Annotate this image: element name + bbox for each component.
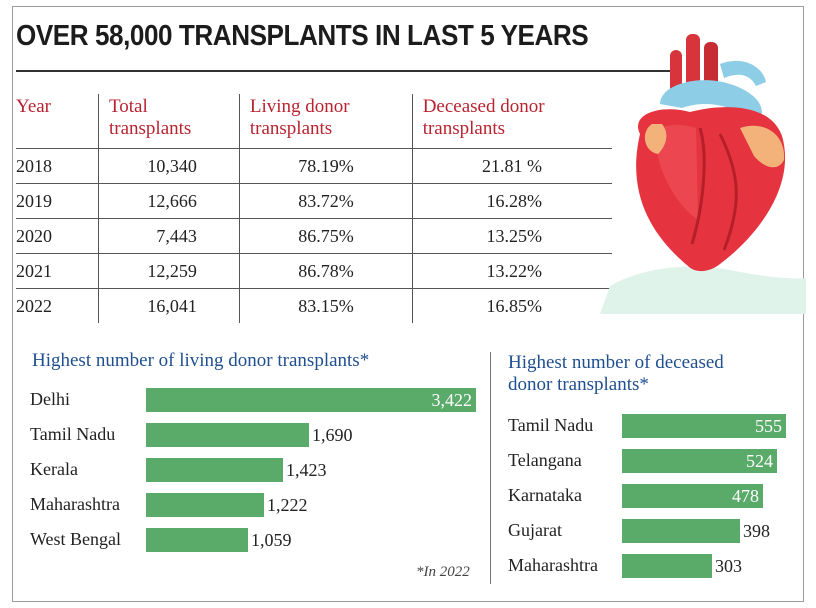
transplant-stats-table: Year Total transplants Living donor transpla…	[16, 94, 612, 323]
bar	[622, 484, 763, 508]
living-section-title: Highest number of living donor transplan…	[32, 350, 370, 371]
cell-deceased-pct: 13.22%	[411, 253, 612, 289]
cell-year: 2021	[16, 253, 99, 289]
bar-value-label: 1,059	[251, 530, 292, 550]
deceased-section-title-line1: Highest number of deceased	[508, 352, 724, 373]
header-year-line: Year	[16, 96, 52, 117]
cell-deceased-pct: 16.28%	[411, 183, 612, 219]
bar-category-label: Maharashtra	[30, 494, 120, 514]
bar-category-label: Maharashtra	[508, 555, 598, 575]
header-living: Living donor transplants	[238, 94, 413, 149]
cell-living-pct: 78.19%	[238, 148, 413, 184]
bar-value-label: 303	[715, 556, 742, 576]
table-row: 2019 12,666 83.72% 16.28%	[16, 183, 612, 219]
table-row: 2020 7,443 86.75% 13.25%	[16, 218, 612, 254]
bar	[146, 423, 309, 447]
cell-deceased-pct: 16.85%	[411, 288, 612, 323]
bar	[146, 528, 248, 552]
footnote: *In 2022	[416, 564, 470, 580]
cell-deceased-pct: 21.81 %	[411, 148, 612, 184]
bar	[622, 414, 786, 438]
section-divider	[490, 352, 491, 584]
bar	[622, 554, 712, 578]
title-divider	[16, 70, 676, 72]
table-row: 2018 10,340 78.19% 21.81 %	[16, 148, 612, 184]
bar-value-label: 1,690	[312, 425, 353, 445]
cell-total: 16,041	[98, 288, 240, 323]
page-title: OVER 58,000 TRANSPLANTS IN LAST 5 YEARS	[16, 20, 589, 52]
bar-category-label: Delhi	[30, 389, 70, 409]
bar	[622, 519, 740, 543]
bar-value-label: 3,422	[431, 390, 473, 410]
header-total-line: transplants	[109, 118, 192, 139]
header-deceased-line: Deceased donor	[422, 96, 545, 117]
header-living-line: transplants	[249, 118, 333, 139]
bar-value-label: 1,423	[286, 460, 327, 480]
header-deceased: Deceased donor transplants	[411, 94, 612, 149]
cell-living-pct: 86.78%	[238, 253, 413, 289]
cell-living-pct: 86.75%	[238, 218, 413, 254]
cell-deceased-pct: 13.25%	[411, 218, 612, 254]
bar-value-label: 524	[746, 451, 773, 471]
header-total: Total transplants	[98, 94, 240, 149]
deceased-section-title: Highest number of deceased donor transpl…	[508, 352, 724, 396]
bar	[146, 388, 476, 412]
bar-category-label: Kerala	[30, 459, 78, 479]
cell-total: 7,443	[98, 218, 240, 254]
bar-value-label: 478	[732, 486, 759, 506]
bar	[146, 458, 283, 482]
table-row: 2022 16,041 83.15% 16.85%	[16, 288, 612, 323]
header-year: Year	[16, 94, 99, 149]
cell-total: 12,666	[98, 183, 240, 219]
bar	[622, 449, 777, 473]
cell-year: 2022	[16, 288, 99, 323]
heart-illustration	[600, 34, 806, 314]
bar-value-label: 1,222	[267, 495, 308, 515]
bar	[146, 493, 264, 517]
bar-category-label: Tamil Nadu	[508, 415, 594, 435]
cell-total: 12,259	[98, 253, 240, 289]
cell-total: 10,340	[98, 148, 240, 184]
bar-category-label: Karnataka	[508, 485, 582, 505]
cell-year: 2020	[16, 218, 99, 254]
header-deceased-line: transplants	[422, 118, 506, 139]
bar-category-label: Tamil Nadu	[30, 424, 116, 444]
deceased-section-title-line2: donor transplants*	[508, 374, 649, 395]
header-total-line: Total	[109, 96, 148, 117]
bar-category-label: Gujarat	[508, 520, 562, 540]
bar-value-label: 398	[743, 521, 770, 541]
table-header-row: Year Total transplants Living donor transpla…	[16, 94, 612, 149]
bar-category-label: Telangana	[508, 450, 582, 470]
cell-living-pct: 83.15%	[238, 288, 413, 323]
cell-year: 2019	[16, 183, 99, 219]
table-row: 2021 12,259 86.78% 13.22%	[16, 253, 612, 289]
bar-value-label: 555	[755, 416, 782, 436]
cell-year: 2018	[16, 148, 99, 184]
header-living-line: Living donor	[249, 96, 350, 117]
cell-living-pct: 83.72%	[238, 183, 413, 219]
bar-category-label: West Bengal	[30, 529, 122, 549]
